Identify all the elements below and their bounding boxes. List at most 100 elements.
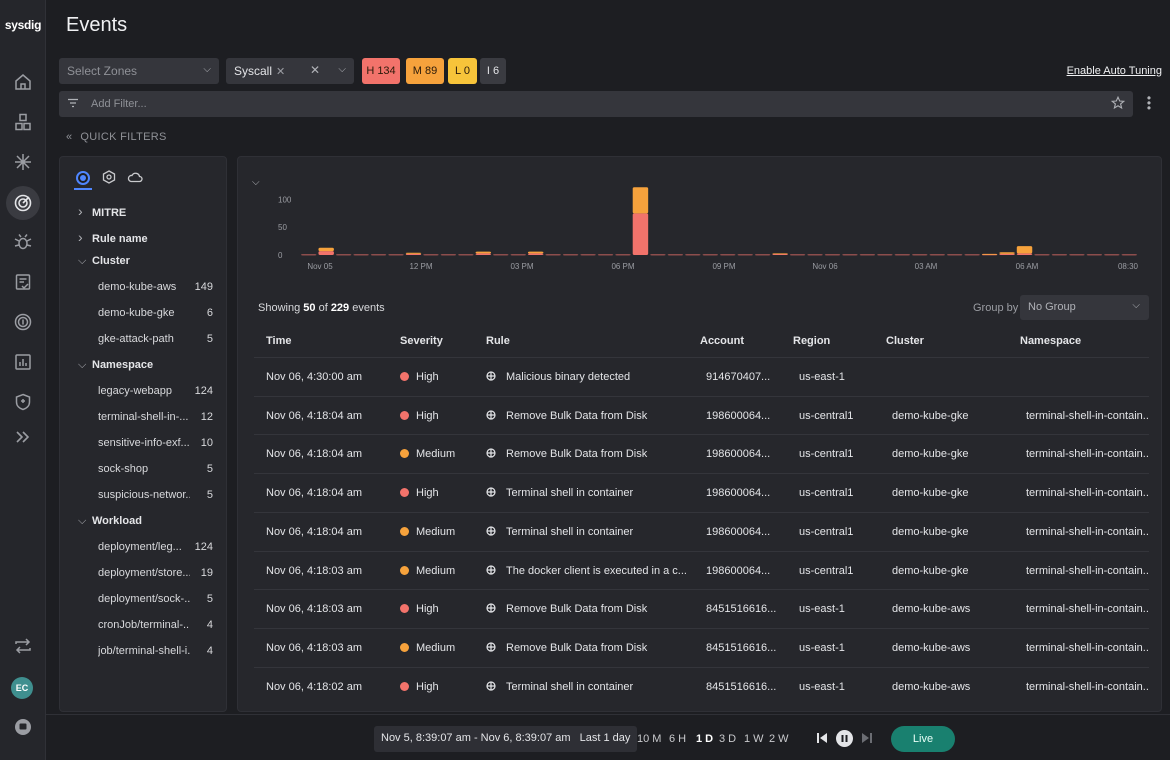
filter-item[interactable]: cronJob/terminal-... 4 — [98, 619, 213, 631]
threats-icon[interactable] — [6, 186, 40, 220]
table-row[interactable]: Nov 06, 4:18:04 am Medium Remove Bulk Data… — [254, 434, 1149, 472]
column-cluster[interactable]: Cluster — [886, 335, 924, 347]
histogram-bar[interactable] — [999, 252, 1015, 254]
filter-input[interactable]: Add Filter... — [91, 98, 147, 110]
table-row[interactable]: Nov 06, 4:18:03 am High Remove Bulk Data f… — [254, 589, 1149, 627]
time-range-option[interactable]: 1 W — [744, 733, 764, 745]
source-select[interactable]: Syscall ✕ ✕ ⌵ — [226, 58, 354, 84]
filter-section-rule-name[interactable]: › Rule name — [78, 229, 148, 245]
workload-scope-icon[interactable] — [76, 171, 90, 185]
time-range-option[interactable]: 1 D — [696, 733, 714, 745]
histogram-bar[interactable] — [545, 254, 561, 256]
histogram-bar[interactable] — [981, 253, 998, 255]
more-options-icon[interactable]: • • • — [1146, 91, 1152, 115]
inventory-icon[interactable] — [5, 106, 41, 138]
time-range-option[interactable]: 3 D — [719, 733, 737, 745]
filter-item[interactable]: terminal-shell-in-... 12 — [98, 411, 213, 423]
histogram-bar[interactable] — [929, 254, 945, 256]
histogram-bar[interactable] — [527, 253, 544, 255]
histogram-bar[interactable] — [353, 254, 369, 256]
filter-section-mitre[interactable]: › MITRE — [78, 203, 126, 219]
histogram-bar[interactable] — [842, 254, 858, 256]
histogram-bar[interactable] — [632, 187, 649, 214]
table-row[interactable]: Nov 06, 4:18:02 am High Terminal shell in … — [254, 666, 1149, 705]
remove-chip-icon[interactable]: ✕ — [276, 65, 286, 78]
histogram-bar[interactable] — [754, 254, 771, 256]
histogram-bar[interactable] — [824, 254, 841, 256]
filter-item[interactable]: job/terminal-shell-i... 4 — [98, 645, 213, 657]
histogram-bar[interactable] — [1034, 254, 1050, 256]
histogram-bar[interactable] — [458, 254, 474, 256]
histogram-bar[interactable] — [877, 254, 893, 256]
filter-item[interactable]: deployment/store... 19 — [98, 567, 213, 579]
histogram-bar[interactable] — [475, 253, 492, 255]
enable-auto-tuning-link[interactable]: Enable Auto Tuning — [1066, 65, 1162, 77]
group-by-select[interactable]: No Group ⌵ — [1020, 295, 1149, 320]
home-icon[interactable] — [5, 66, 41, 98]
histogram-bar[interactable] — [301, 254, 317, 256]
integrations-icon[interactable] — [5, 146, 41, 178]
histogram-bar[interactable] — [859, 254, 876, 256]
time-range-option[interactable]: 10 M — [637, 733, 662, 745]
expand-nav-icon[interactable] — [5, 421, 41, 453]
filter-item[interactable]: suspicious-networ... 5 — [98, 489, 213, 501]
help-icon[interactable] — [5, 711, 41, 743]
skip-back-icon[interactable] — [816, 732, 828, 744]
histogram-bar[interactable] — [318, 251, 334, 255]
histogram-bar[interactable] — [1069, 254, 1085, 256]
histogram-bar[interactable] — [1086, 254, 1103, 256]
severity-badge[interactable]: H 134 — [362, 58, 400, 84]
filter-item[interactable]: sock-shop 5 — [98, 463, 213, 475]
histogram-bar[interactable] — [423, 254, 439, 256]
histogram-bar[interactable] — [335, 254, 352, 256]
table-row[interactable]: Nov 06, 4:18:04 am Medium Terminal shell i… — [254, 511, 1149, 550]
time-range-option[interactable]: 2 W — [769, 733, 789, 745]
live-button[interactable]: Live — [891, 726, 955, 752]
fingerprint-icon[interactable] — [5, 306, 41, 338]
histogram-bar[interactable] — [999, 253, 1015, 255]
severity-badge[interactable]: I 6 — [480, 58, 506, 84]
cloud-icon[interactable] — [127, 171, 143, 183]
table-row[interactable]: Nov 06, 4:18:03 am Medium Remove Bulk Data… — [254, 627, 1149, 666]
histogram-bar[interactable] — [667, 254, 684, 256]
time-range-picker[interactable]: Nov 5, 8:39:07 am - Nov 6, 8:39:07 am La… — [374, 726, 638, 752]
clear-icon[interactable]: ✕ — [310, 63, 321, 77]
histogram-bar[interactable] — [702, 254, 718, 256]
table-row[interactable]: Nov 06, 4:18:04 am High Remove Bulk Data f… — [254, 395, 1149, 434]
filter-section-cluster[interactable]: ⌵ Cluster — [78, 255, 130, 268]
skip-forward-icon[interactable] — [861, 732, 873, 744]
zones-select[interactable]: Select Zones ⌵ — [59, 58, 219, 84]
histogram-bar[interactable] — [615, 254, 631, 256]
histogram-bar[interactable] — [510, 254, 526, 256]
filter-bar[interactable]: Add Filter... — [59, 91, 1133, 117]
histogram-bar[interactable] — [1104, 254, 1120, 256]
histogram-bar[interactable] — [562, 254, 579, 256]
histogram-bar[interactable] — [440, 254, 457, 256]
histogram-bar[interactable] — [1121, 254, 1137, 256]
pause-button[interactable] — [836, 730, 853, 747]
histogram-bar[interactable] — [737, 254, 753, 256]
filter-item[interactable]: deployment/leg... 124 — [98, 541, 213, 553]
histogram-bar[interactable] — [580, 254, 596, 256]
column-rule[interactable]: Rule — [486, 335, 510, 347]
severity-badge[interactable]: L 0 — [448, 58, 477, 84]
table-row[interactable]: Nov 06, 4:18:03 am Medium The docker clien… — [254, 550, 1149, 589]
histogram-bar[interactable] — [720, 254, 736, 256]
histogram-bar[interactable] — [807, 254, 823, 256]
collapse-chart-icon[interactable]: ⌵ — [252, 177, 260, 188]
histogram-bar[interactable] — [318, 247, 334, 252]
filter-item[interactable]: legacy-webapp 124 — [98, 385, 213, 397]
column-time[interactable]: Time — [266, 335, 292, 347]
severity-badge[interactable]: M 89 — [406, 58, 444, 84]
filter-item[interactable]: deployment/sock-... 5 — [98, 593, 213, 605]
histogram-bar[interactable] — [772, 253, 788, 255]
histogram-bar[interactable] — [772, 253, 788, 255]
histogram-bar[interactable] — [388, 254, 404, 256]
histogram-bar[interactable] — [964, 254, 980, 256]
histogram-bar[interactable] — [1051, 254, 1068, 256]
column-severity[interactable]: Severity — [400, 335, 443, 347]
filter-item[interactable]: demo-kube-aws 149 — [98, 281, 213, 293]
histogram-bar[interactable] — [894, 254, 911, 256]
histogram-bar[interactable] — [1016, 246, 1033, 254]
histogram-bar[interactable] — [527, 251, 544, 254]
